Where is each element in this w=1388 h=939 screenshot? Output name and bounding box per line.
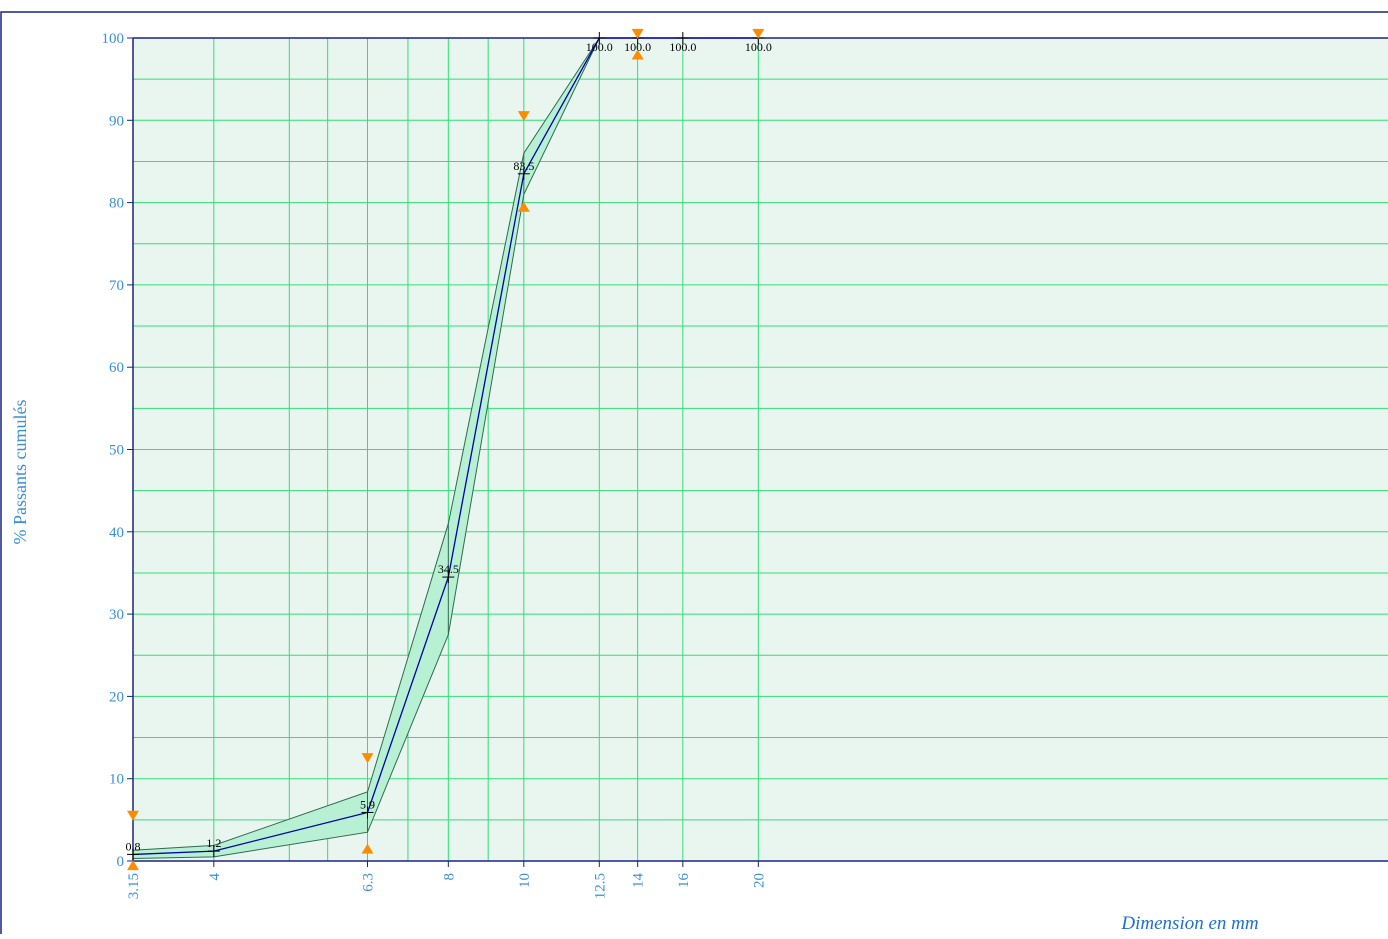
y-tick-label: 20 bbox=[109, 689, 124, 705]
data-label: 1.2 bbox=[206, 836, 221, 850]
data-label: 5.9 bbox=[360, 797, 375, 811]
spec-lower-marker bbox=[631, 49, 644, 60]
x-tick-label: 16 bbox=[676, 873, 692, 889]
spec-lower-marker bbox=[361, 843, 374, 854]
data-label: 0.8 bbox=[126, 839, 141, 853]
x-tick-label: 14 bbox=[631, 873, 647, 889]
envelope-lower-line bbox=[132, 37, 600, 860]
data-label: 100.0 bbox=[669, 40, 696, 54]
x-tick-label: 10 bbox=[517, 873, 533, 888]
y-tick-label: 0 bbox=[117, 854, 125, 870]
data-label: 100.0 bbox=[586, 40, 613, 54]
spec-lower-marker bbox=[517, 201, 530, 212]
y-tick-label: 90 bbox=[109, 113, 124, 129]
x-tick-label: 12.5 bbox=[592, 873, 608, 899]
y-tick-label: 30 bbox=[109, 607, 124, 623]
spec-upper-marker bbox=[752, 28, 765, 39]
y-tick-label: 80 bbox=[109, 196, 124, 212]
y-axis-label: % Passants cumulés bbox=[10, 400, 30, 545]
x-tick-label: 20 bbox=[751, 873, 767, 888]
data-label: 34.5 bbox=[438, 562, 459, 576]
y-tick-label: 100 bbox=[102, 31, 125, 47]
y-tick-label: 40 bbox=[109, 525, 124, 541]
y-tick-label: 60 bbox=[109, 360, 124, 376]
y-tick-label: 10 bbox=[109, 772, 124, 788]
spec-upper-marker bbox=[127, 810, 139, 821]
x-tick-label: 8 bbox=[441, 873, 457, 881]
x-tick-label: 4 bbox=[207, 873, 223, 881]
y-tick-label: 50 bbox=[109, 443, 124, 459]
data-label: 100.0 bbox=[745, 40, 772, 54]
spec-upper-marker bbox=[517, 111, 530, 122]
envelope-upper-line bbox=[132, 37, 600, 851]
x-tick-label: 6.3 bbox=[361, 873, 377, 892]
data-label: 100.0 bbox=[624, 40, 651, 54]
spec-upper-marker bbox=[631, 28, 644, 39]
spec-upper-marker bbox=[361, 753, 374, 764]
x-axis-label: Dimension en mm bbox=[1120, 913, 1258, 934]
data-label: 83.5 bbox=[513, 159, 534, 173]
spec-lower-marker bbox=[127, 860, 139, 871]
envelope-band bbox=[133, 38, 600, 859]
y-tick-label: 70 bbox=[109, 278, 124, 294]
x-tick-label: 3.15 bbox=[126, 873, 142, 899]
